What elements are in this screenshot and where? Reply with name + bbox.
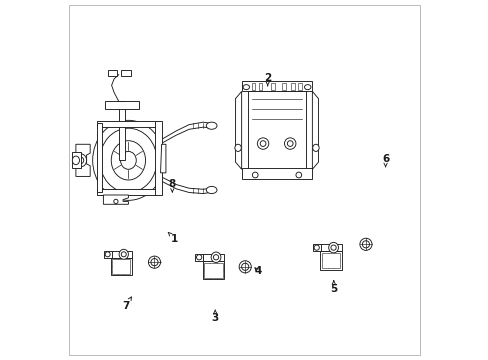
Ellipse shape xyxy=(241,263,248,270)
Ellipse shape xyxy=(121,152,136,169)
Bar xyxy=(111,251,131,257)
Ellipse shape xyxy=(111,141,145,180)
Text: 6: 6 xyxy=(381,154,388,167)
Ellipse shape xyxy=(312,144,319,152)
Ellipse shape xyxy=(284,138,295,149)
Text: 1: 1 xyxy=(168,232,178,244)
Polygon shape xyxy=(103,195,128,204)
Ellipse shape xyxy=(330,245,335,250)
Ellipse shape xyxy=(121,252,126,257)
Ellipse shape xyxy=(295,172,301,178)
Ellipse shape xyxy=(148,256,160,268)
Bar xyxy=(202,254,224,261)
Ellipse shape xyxy=(234,144,241,152)
Bar xyxy=(202,261,224,279)
Ellipse shape xyxy=(100,128,157,193)
Bar xyxy=(111,257,131,275)
Ellipse shape xyxy=(211,252,221,262)
Ellipse shape xyxy=(114,199,118,203)
Polygon shape xyxy=(160,122,211,144)
Bar xyxy=(258,83,262,90)
Bar xyxy=(298,83,301,90)
Bar xyxy=(271,83,274,90)
Polygon shape xyxy=(235,91,241,169)
Ellipse shape xyxy=(304,85,310,90)
Ellipse shape xyxy=(196,255,202,260)
Ellipse shape xyxy=(239,261,251,273)
Bar xyxy=(241,81,312,91)
Bar xyxy=(251,83,255,90)
Bar xyxy=(97,189,156,195)
Bar xyxy=(155,121,162,195)
Ellipse shape xyxy=(151,258,158,266)
Ellipse shape xyxy=(213,255,218,260)
Bar xyxy=(103,251,111,257)
Bar xyxy=(112,259,130,274)
Ellipse shape xyxy=(257,138,268,149)
Polygon shape xyxy=(160,144,165,173)
Ellipse shape xyxy=(105,252,110,257)
Bar xyxy=(241,168,312,179)
Bar xyxy=(290,83,294,90)
Ellipse shape xyxy=(78,157,83,163)
Bar xyxy=(121,70,131,76)
Ellipse shape xyxy=(359,238,371,250)
Ellipse shape xyxy=(93,120,164,201)
Bar xyxy=(105,102,139,109)
Ellipse shape xyxy=(206,186,217,194)
Bar xyxy=(320,251,341,270)
Text: 8: 8 xyxy=(168,179,176,192)
Ellipse shape xyxy=(243,85,249,90)
Text: 2: 2 xyxy=(264,73,271,86)
Polygon shape xyxy=(76,144,90,176)
Ellipse shape xyxy=(260,141,265,147)
Text: 3: 3 xyxy=(211,310,219,323)
Ellipse shape xyxy=(313,245,319,250)
Bar xyxy=(72,152,81,168)
Text: 5: 5 xyxy=(329,281,337,294)
Text: 4: 4 xyxy=(254,266,261,276)
Text: 7: 7 xyxy=(122,297,131,311)
Bar xyxy=(97,121,156,127)
Bar xyxy=(247,91,305,169)
Bar xyxy=(312,244,320,251)
Ellipse shape xyxy=(75,154,86,167)
Ellipse shape xyxy=(287,141,292,147)
Ellipse shape xyxy=(328,242,338,253)
Bar xyxy=(204,262,222,278)
Bar xyxy=(321,253,340,268)
Bar xyxy=(195,254,203,261)
Bar xyxy=(119,102,125,160)
Ellipse shape xyxy=(252,172,258,178)
Bar xyxy=(282,83,285,90)
Ellipse shape xyxy=(362,241,369,248)
Ellipse shape xyxy=(72,156,80,165)
Bar xyxy=(97,123,102,192)
Polygon shape xyxy=(160,176,211,194)
Ellipse shape xyxy=(119,249,128,259)
Polygon shape xyxy=(312,91,318,169)
Ellipse shape xyxy=(206,122,217,129)
Bar xyxy=(108,70,117,76)
Bar xyxy=(320,244,341,251)
